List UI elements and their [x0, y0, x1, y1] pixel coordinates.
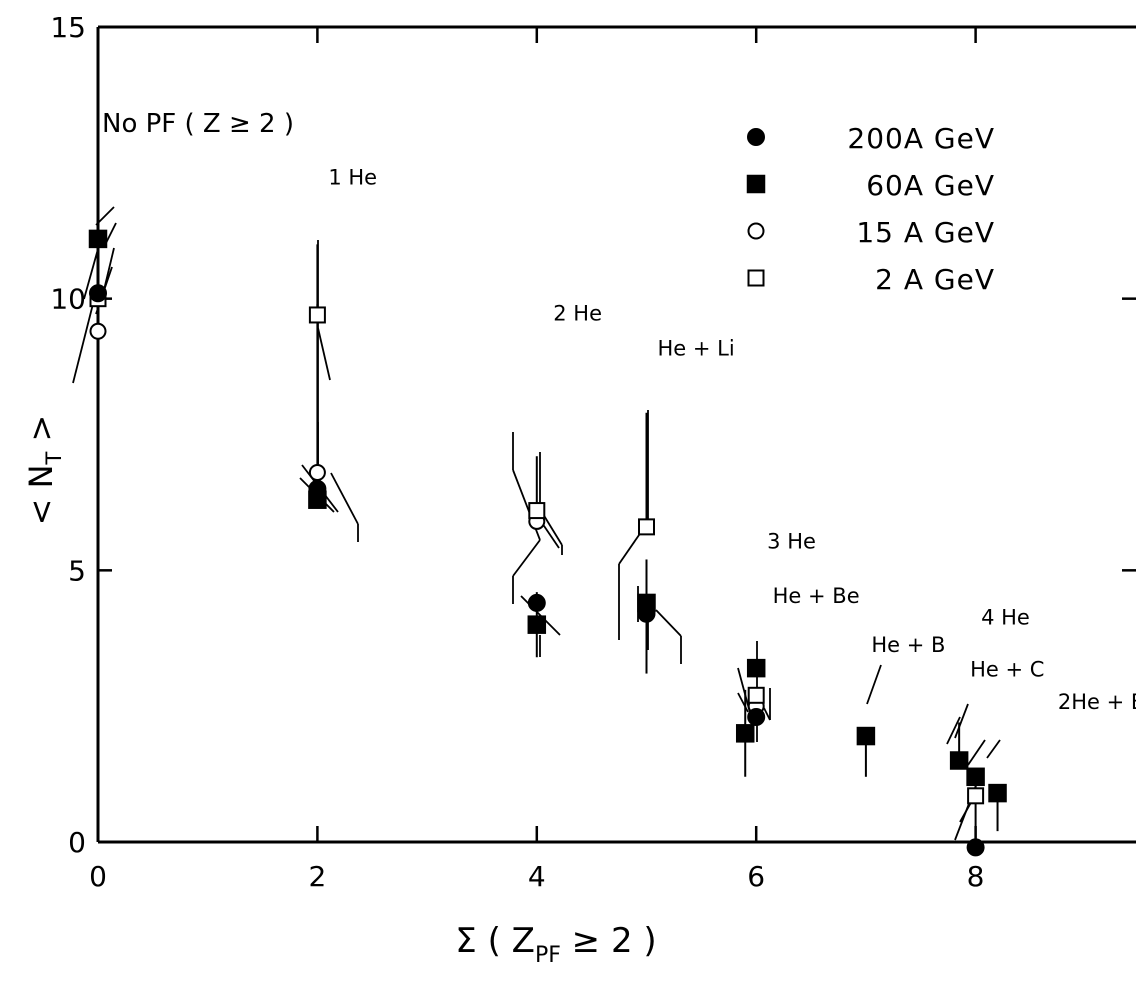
error-stroke [330, 472, 359, 525]
open-circle-marker [89, 322, 107, 340]
y-axis-label-subscript: T [42, 451, 66, 465]
filled-square-marker [637, 593, 656, 613]
error-stroke [542, 513, 563, 546]
filled-circle-marker [89, 284, 107, 303]
error-stroke [763, 707, 771, 721]
legend-label: 2 A GeV [875, 263, 995, 296]
ticks: 0 2 4 6 8 0 5 10 15 [50, 11, 1136, 893]
annotation-label: 2He + Be [1058, 690, 1136, 714]
filled-square-marker [949, 751, 969, 770]
annotation-label: He + Be [773, 584, 860, 608]
x-tick-label: 4 [528, 860, 546, 893]
annotation-label: 1 He [328, 166, 377, 190]
error-stroke [967, 739, 986, 766]
error-stroke [83, 248, 99, 300]
filled-square-marker [735, 724, 755, 743]
y-axis-label-prefix: < N [22, 464, 60, 525]
annotations: 1 He 2 He He + Li 3 He He + Be He + B 4 He He +… [328, 166, 1136, 714]
annotation-label: 4 He [981, 606, 1030, 630]
x-tick-label: 2 [308, 860, 326, 893]
filled-circle-marker [747, 128, 765, 146]
error-stroke [95, 206, 115, 226]
x-axis-label-suffix: ≥ 2 ) [561, 921, 657, 961]
y-axis-label: < NT > [22, 415, 66, 526]
filled-square-marker [88, 229, 108, 249]
annotation-label: 3 He [767, 530, 816, 554]
filled-square-marker [527, 615, 547, 634]
filled-circle-marker [527, 593, 546, 612]
filled-square-marker [746, 174, 766, 194]
error-bars [316, 244, 999, 842]
legend: 200A GeV 60A GeV 15 A GeV 2 A GeV [746, 122, 995, 296]
x-axis-label-subscript: PF [535, 943, 561, 968]
filled-square-marker [966, 767, 985, 787]
error-stroke [512, 539, 541, 577]
error-stroke [103, 247, 115, 291]
x-axis-label-prefix: Σ ( Z [455, 921, 535, 961]
error-stroke [737, 692, 749, 713]
error-stroke [986, 739, 1001, 759]
open-circle-marker [308, 464, 326, 482]
filled-square-marker [308, 490, 327, 509]
error-stroke [655, 609, 682, 637]
legend-label: 60A GeV [866, 169, 995, 202]
y-tick-label: 5 [68, 554, 86, 587]
error-stroke [946, 716, 961, 745]
error-stroke [954, 703, 969, 739]
y-axis-label-suffix: > [22, 415, 60, 452]
legend-label: 15 A GeV [856, 216, 995, 249]
error-stroke [317, 327, 331, 381]
open-square-marker [967, 787, 985, 805]
error-stroke [866, 664, 882, 705]
annotation-label: He + C [970, 657, 1044, 681]
annotation-label: 2 He [553, 301, 602, 325]
annotation-label: He + Li [657, 337, 734, 361]
filled-square-marker [856, 726, 876, 746]
axes [96, 25, 1136, 844]
filled-circle-marker [747, 708, 766, 727]
filled-circle-marker [966, 838, 985, 857]
annotation-label: He + B [871, 633, 945, 657]
open-square-marker [308, 306, 326, 324]
filled-square-marker [988, 783, 1007, 803]
y-tick-label: 0 [68, 826, 86, 859]
x-tick-label: 0 [89, 860, 107, 893]
open-square-marker [747, 686, 765, 704]
filled-square-marker [746, 658, 766, 678]
legend-label: 200A GeV [847, 122, 995, 155]
data-markers [88, 229, 1007, 857]
y-tick-label: 10 [50, 283, 86, 316]
open-square-marker [528, 502, 546, 520]
open-square-marker [638, 518, 655, 536]
open-circle-marker [747, 222, 765, 240]
x-axis-label: Σ ( ZPF ≥ 2 ) [455, 921, 656, 968]
condition-label: No PF ( Z ≥ 2 ) [102, 109, 294, 139]
y-tick-label: 15 [50, 11, 86, 44]
x-tick-label: 6 [747, 860, 765, 893]
x-tick-label: 8 [967, 860, 985, 893]
open-square-marker [747, 269, 765, 287]
